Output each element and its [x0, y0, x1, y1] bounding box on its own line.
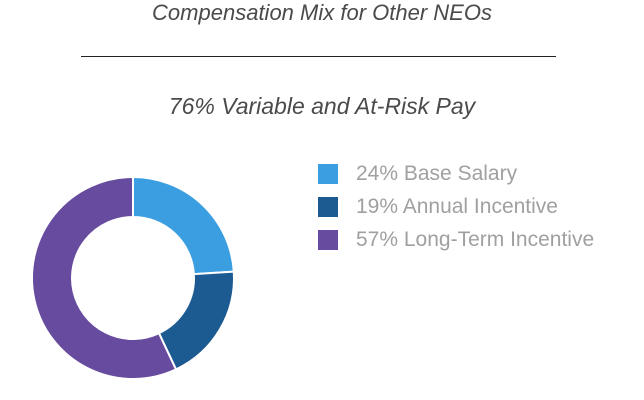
title-divider [81, 56, 556, 57]
chart-subtitle: 76% Variable and At-Risk Pay [168, 93, 476, 119]
legend-label: 57% Long-Term Incentive [356, 227, 595, 251]
legend-item-base-salary: 24% Base Salary [318, 157, 594, 190]
legend-label: 19% Annual Incentive [356, 194, 558, 218]
donut-slice-2 [31, 175, 178, 380]
donut-slice-1 [157, 270, 235, 371]
legend-swatch [318, 229, 338, 250]
chart-legend: 24% Base Salary 19% Annual Incentive 57%… [318, 157, 594, 256]
legend-label: 24% Base Salary [356, 161, 518, 185]
chart-title: Compensation Mix for Other NEOs [152, 0, 492, 25]
donut-slice-0 [132, 175, 235, 276]
legend-swatch [318, 163, 338, 184]
legend-item-long-term-incentive: 57% Long-Term Incentive [318, 223, 594, 256]
legend-item-annual-incentive: 19% Annual Incentive [318, 190, 594, 223]
legend-swatch [318, 196, 338, 217]
